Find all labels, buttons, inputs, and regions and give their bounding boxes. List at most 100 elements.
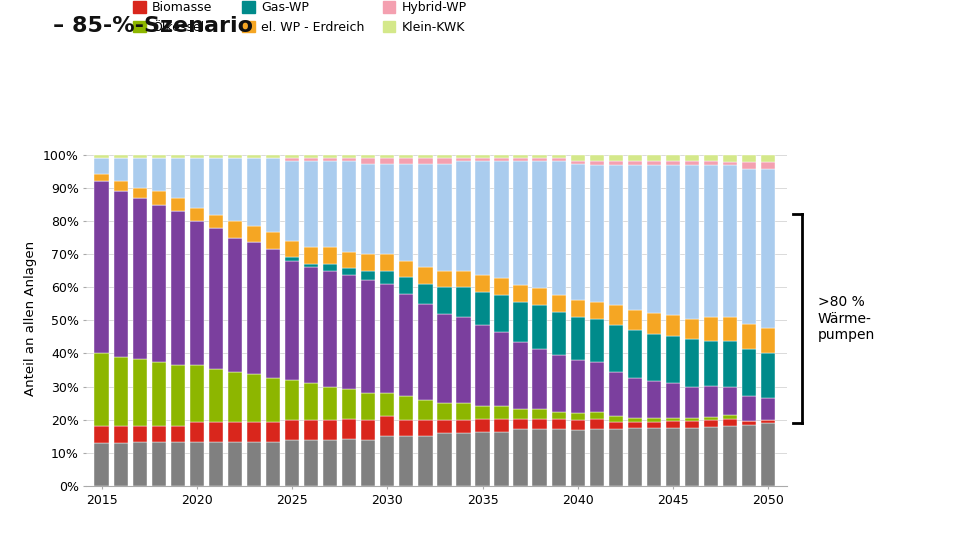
Bar [437,314,451,403]
Bar [152,158,166,191]
Bar [761,328,776,353]
Bar [113,357,128,427]
Bar [475,325,490,406]
Bar [589,413,604,419]
Bar [437,420,451,433]
Bar [742,396,756,421]
Bar [704,317,718,341]
Bar [132,188,147,198]
Bar [475,275,490,292]
Bar [647,314,661,334]
Bar [419,154,433,158]
Bar [208,154,223,158]
Bar [647,334,661,381]
Bar [704,161,718,165]
Bar [666,336,680,383]
Bar [419,165,433,267]
Bar [456,317,470,403]
Bar [628,422,642,429]
Bar [380,154,395,158]
Bar [285,440,300,486]
Bar [684,161,699,165]
Bar [533,288,547,305]
Bar [342,158,356,161]
Bar [628,378,642,419]
Bar [266,232,280,249]
Bar [304,154,319,158]
Bar [570,420,585,430]
Bar [132,198,147,359]
Bar [494,158,509,161]
Bar [475,161,490,275]
Bar [94,174,108,181]
Bar [380,416,395,436]
Bar [304,383,319,420]
Bar [399,165,414,261]
Bar [647,154,661,161]
Bar [266,154,280,158]
Bar [647,381,661,418]
Bar [684,421,699,428]
Bar [361,393,375,420]
Bar [132,442,147,486]
Bar [570,154,585,161]
Bar [628,310,642,330]
Bar [380,436,395,486]
Bar [361,420,375,440]
Bar [399,436,414,486]
Bar [132,426,147,442]
Bar [342,389,356,419]
Bar [761,423,776,486]
Bar [323,264,337,271]
Bar [723,387,737,415]
Bar [609,325,623,372]
Bar [228,422,242,442]
Bar [208,369,223,422]
Bar [152,205,166,362]
Bar [514,154,528,158]
Bar [494,279,509,295]
Bar [437,165,451,271]
Bar [208,422,223,442]
Bar [552,419,565,429]
Bar [285,154,300,158]
Bar [570,430,585,486]
Bar [723,161,737,165]
Bar [514,158,528,161]
Bar [323,247,337,264]
Bar [361,254,375,271]
Bar [171,442,185,486]
Bar [247,422,261,442]
Bar [94,158,108,174]
Bar [132,359,147,426]
Bar [494,332,509,406]
Bar [494,406,509,419]
Bar [723,415,737,419]
Bar [552,355,565,413]
Bar [419,420,433,436]
Bar [742,154,756,161]
Bar [342,439,356,486]
Bar [742,349,756,396]
Bar [171,198,185,212]
Bar [494,433,509,486]
Text: – 85-%-Szenario: – 85-%-Szenario [53,16,252,36]
Bar [609,372,623,416]
Bar [742,421,756,425]
Bar [609,429,623,486]
Bar [419,284,433,303]
Bar [684,319,699,339]
Bar [380,254,395,271]
Bar [589,362,604,413]
Bar [552,413,565,419]
Bar [589,165,604,302]
Bar [570,300,585,317]
Bar [228,158,242,221]
Bar [647,422,661,429]
Bar [190,442,204,486]
Bar [247,226,261,242]
Bar [361,158,375,165]
Bar [285,161,300,241]
Y-axis label: Anteil an allen Anlagen: Anteil an allen Anlagen [24,241,37,396]
Bar [456,158,470,161]
